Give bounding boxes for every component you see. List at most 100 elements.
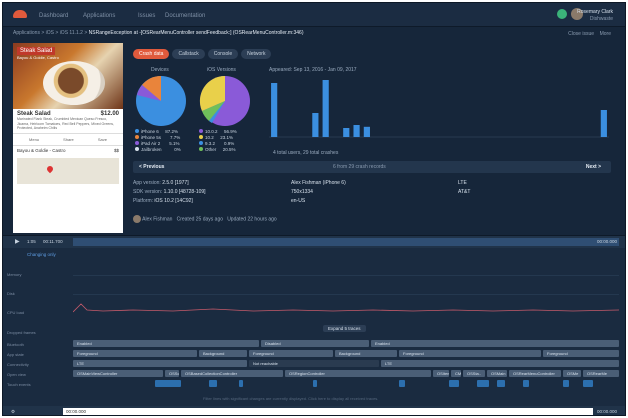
row-label-open-view: Open view	[7, 372, 26, 377]
issue-tools: Close issue More	[568, 31, 611, 37]
app-state-segment[interactable]: Background	[199, 350, 247, 357]
tab-crash-data[interactable]: Crash data	[133, 49, 170, 59]
menu-icon: Menu	[29, 136, 40, 142]
touch-event[interactable]	[497, 380, 505, 387]
view-segment[interactable]: OSSta..	[463, 370, 485, 377]
close-issue-button[interactable]: Close issue	[568, 31, 595, 37]
expand-traces-button[interactable]: Expand 5 traces	[323, 325, 366, 332]
view-segment[interactable]: OSRearMe	[583, 370, 619, 377]
connectivity-segment[interactable]: Not reachable	[249, 360, 379, 367]
app-state-segment[interactable]: Foreground	[543, 350, 619, 357]
view-segment[interactable]: OSRegionController	[285, 370, 431, 377]
touch-event[interactable]	[477, 380, 489, 387]
network-type: LTE	[458, 180, 467, 186]
touch-event[interactable]	[563, 380, 569, 387]
issue-meta: Alex Fishman Created 25 days ago Updated…	[133, 215, 277, 223]
app-state-segment[interactable]: Background	[335, 350, 397, 357]
item-name: Steak Salad	[17, 111, 51, 117]
app-state-segment[interactable]: Foreground	[249, 350, 333, 357]
status-icon[interactable]	[557, 9, 567, 19]
chart-bar[interactable]	[343, 128, 350, 137]
chart-bar[interactable]	[353, 125, 360, 137]
chart-bar[interactable]	[600, 110, 607, 137]
device-screenshot[interactable]: Steak Salad Bayou & Goldie, Castro Steak…	[13, 43, 123, 233]
time-position: 00:11.700	[43, 239, 63, 244]
connectivity-segment[interactable]: LTE	[73, 360, 247, 367]
previous-button[interactable]: < Previous	[139, 164, 165, 170]
nav-issues[interactable]: Issues	[138, 13, 156, 19]
range-start: 00:00.000	[66, 409, 87, 414]
view-segment[interactable]: OSItem	[433, 370, 449, 377]
share-icon: Share	[63, 136, 74, 142]
view-segment[interactable]: OSBasedCollectionController	[181, 370, 283, 377]
issue-title: NSRangeException at -[OSRearMenuControll…	[88, 30, 304, 36]
app-version: 2.5.0 [1977]	[162, 180, 189, 186]
pager-status: 6 from 29 crash records	[333, 164, 386, 170]
top-bar: Dashboard Applications Issues Documentat…	[3, 3, 625, 27]
bluetooth-segment[interactable]: Enabled	[371, 340, 619, 347]
logo-icon[interactable]	[13, 10, 27, 18]
view-segment[interactable]: CMT	[451, 370, 461, 377]
range-end: 00:00.000	[596, 409, 617, 414]
nav-dashboard[interactable]: Dashboard	[39, 13, 69, 19]
touch-event[interactable]	[155, 380, 181, 387]
hero-image: Steak Salad Bayou & Goldie, Castro	[13, 43, 123, 109]
bluetooth-segment[interactable]: Disabled	[261, 340, 369, 347]
touch-event[interactable]	[399, 380, 405, 387]
nav-applications[interactable]: Applications	[83, 13, 116, 19]
app-state-segment[interactable]: Foreground	[399, 350, 541, 357]
touch-event[interactable]	[209, 380, 217, 387]
nav-documentation[interactable]: Documentation	[165, 13, 206, 19]
chart-bar[interactable]	[363, 126, 370, 137]
settings-icon[interactable]: ⚙	[11, 409, 16, 414]
time-start: 1:05	[27, 239, 36, 244]
view-segment[interactable]: OSSc..	[165, 370, 179, 377]
user-name[interactable]: Rosemary Clark	[577, 9, 613, 15]
crash-pager: < Previous 6 from 29 crash records Next …	[133, 161, 611, 173]
view-segment[interactable]: OSMe	[563, 370, 581, 377]
place-name: Bayou & Goldie - Castro	[17, 147, 66, 153]
tab-network[interactable]: Network	[241, 49, 272, 59]
crash-bar-chart	[269, 80, 609, 138]
platform: iOS 10.2 [14C92]	[154, 198, 193, 204]
touch-event[interactable]	[313, 380, 317, 387]
row-label-connectivity: Connectivity	[7, 362, 29, 367]
touch-event[interactable]	[239, 380, 243, 387]
view-segment[interactable]: OSRearMenuController	[509, 370, 561, 377]
time-range-field[interactable]: 00:00.000	[63, 408, 593, 415]
touch-event[interactable]	[583, 380, 593, 387]
chart-bar[interactable]	[322, 80, 329, 137]
timeline-scrubber[interactable]	[73, 238, 619, 246]
touch-event[interactable]	[523, 380, 529, 387]
chart-bar[interactable]	[271, 83, 278, 137]
chart-bar[interactable]	[312, 113, 319, 137]
bluetooth-segment[interactable]: Enabled	[73, 340, 259, 347]
row-label-touch-events: Touch events	[7, 382, 31, 387]
tab-callstack[interactable]: Callstack	[172, 49, 205, 59]
tab-console[interactable]: Console	[207, 49, 239, 59]
avatar[interactable]	[571, 8, 583, 20]
device-user: Alex Fishman (iPhone 6)	[291, 180, 346, 186]
view-segment[interactable]: OSMain	[487, 370, 507, 377]
platform-label: Platform:	[133, 198, 154, 204]
place-price: $$	[113, 147, 119, 153]
devices-label: Devices	[151, 67, 169, 73]
timeline-note[interactable]: Filter lines with significant changes ar…	[203, 396, 379, 401]
author-name[interactable]: Alex Fishman	[142, 216, 173, 223]
more-button[interactable]: More	[599, 31, 611, 37]
action-row: Menu Share Save	[13, 132, 123, 146]
changing-only-toggle[interactable]: Changing only	[27, 252, 56, 257]
app-state-segment[interactable]: Foreground	[73, 350, 197, 357]
timeline-panel: ▶ 1:05 00:11.700 00:00.000 Changing only…	[3, 235, 625, 415]
play-icon[interactable]: ▶	[15, 239, 20, 245]
touch-event[interactable]	[449, 380, 459, 387]
row-label-bluetooth: Bluetooth	[7, 342, 24, 347]
breadcrumb-path[interactable]: Applications > iOS > iOS 11.1.2 >	[13, 30, 88, 36]
ios-versions-label: iOS Versions	[207, 67, 236, 73]
detail-tabs: Crash data Callstack Console Network	[133, 49, 272, 59]
view-segment[interactable]: OSMainViewController	[73, 370, 163, 377]
save-icon: Save	[97, 136, 107, 142]
next-button[interactable]: Next >	[585, 164, 601, 170]
connectivity-segment[interactable]: LTE	[381, 360, 619, 367]
